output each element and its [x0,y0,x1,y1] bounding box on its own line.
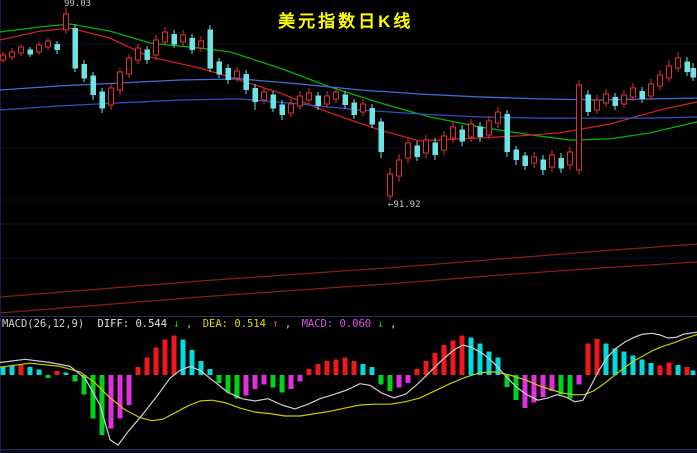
diff-label: DIFF: [97,318,130,330]
separator-comma: , [284,318,292,330]
macd-indicator-header[interactable]: MACD(26,12,9) DIFF: 0.544 ↓ , DEA: 0.514… [2,318,400,330]
macd-label: MACD: [301,318,334,330]
macd-params-label[interactable]: MACD(26,12,9) [2,318,85,330]
dea-value: 0.514 [234,318,266,330]
diff-value: 0.544 [135,318,168,330]
separator-comma: , [186,318,193,330]
dea-up-arrow-icon: ↑ [272,318,279,330]
chart-title: 美元指数日K线 [278,12,414,31]
macd-value: 0.060 [339,318,372,330]
diff-down-arrow-icon: ↓ [173,318,180,330]
macd-down-arrow-icon: ↓ [377,318,384,330]
separator-comma: , [390,318,397,330]
low-price-label: ←91.92 [388,200,421,210]
dea-label: DEA: [202,318,228,330]
high-price-label: 99.03 [64,0,92,9]
